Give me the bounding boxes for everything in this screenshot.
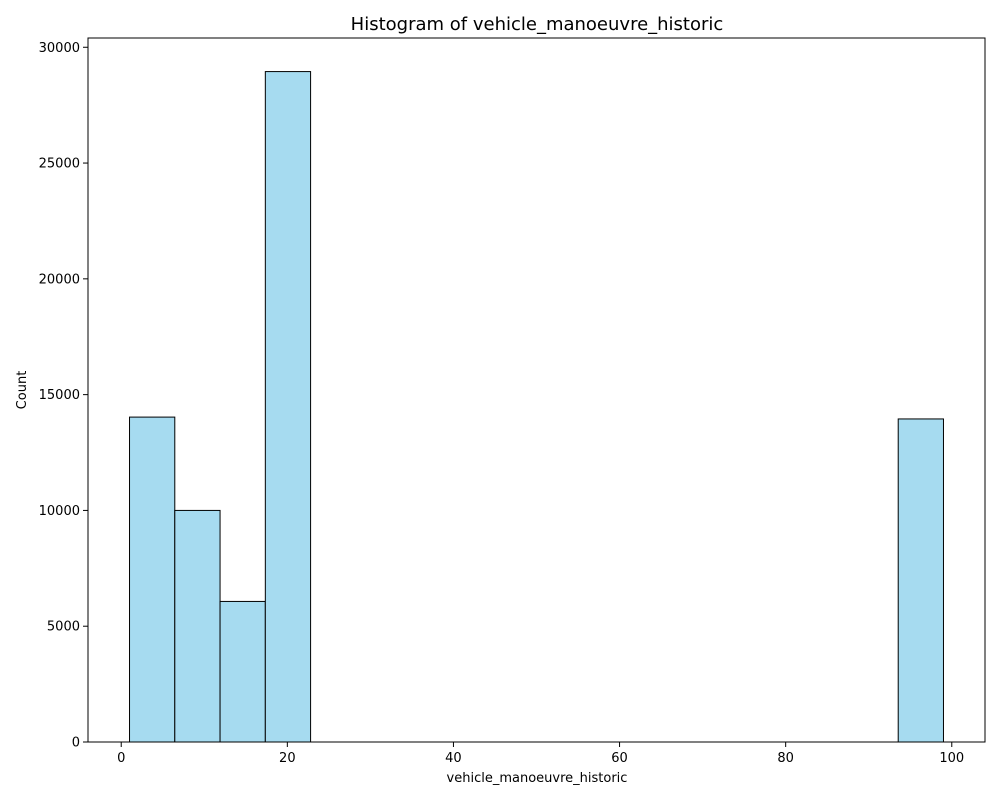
- chart-title: Histogram of vehicle_manoeuvre_historic: [351, 14, 724, 35]
- x-axis-ticks: 0 20 40 60 80 100: [117, 742, 964, 766]
- x-tick-label: 100: [939, 751, 964, 766]
- y-tick-label: 25000: [39, 157, 80, 172]
- plot-frame: [87, 37, 986, 743]
- x-tick-label: 60: [611, 751, 628, 766]
- histogram-bar-2: [174, 509, 221, 743]
- y-tick-label: 0: [72, 736, 80, 751]
- histogram-bar-3: [219, 600, 266, 743]
- x-tick-label: 80: [777, 751, 794, 766]
- y-tick-label: 20000: [39, 272, 80, 287]
- histogram-bar-5: [897, 418, 944, 743]
- x-tick-label: 40: [445, 751, 462, 766]
- y-tick-label: 10000: [39, 504, 80, 519]
- y-tick-label: 30000: [39, 41, 80, 56]
- histogram-bar-1: [129, 416, 176, 743]
- bars-group: [129, 71, 944, 743]
- x-tick-label: 20: [279, 751, 296, 766]
- y-tick-label: 15000: [39, 388, 80, 403]
- histogram-bar-4: [264, 71, 312, 743]
- x-tick-label: 0: [117, 751, 125, 766]
- y-axis-ticks: 0 5000 10000 15000 20000 25000 30000: [39, 41, 88, 751]
- y-axis-label: Count: [15, 371, 30, 410]
- y-tick-label: 5000: [47, 620, 80, 635]
- x-axis-label: vehicle_manoeuvre_historic: [447, 771, 628, 786]
